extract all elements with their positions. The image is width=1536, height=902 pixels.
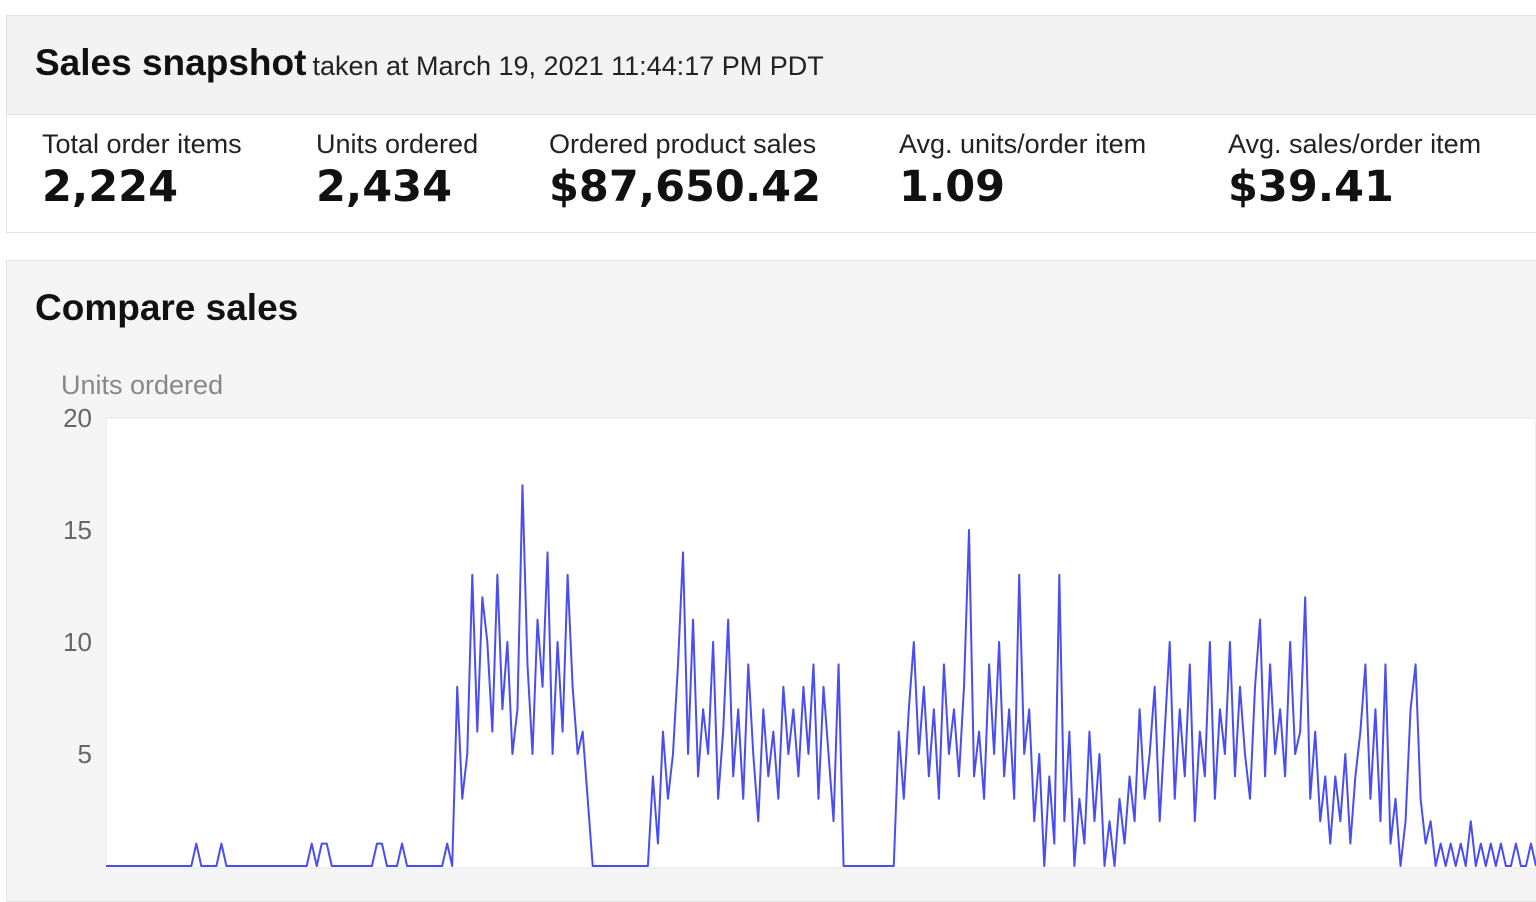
metric-label: Avg. sales/order item — [1228, 129, 1482, 159]
line-series — [106, 484, 1536, 867]
plot-area — [105, 417, 1536, 869]
page: Sales snapshot taken at March 19, 2021 11… — [6, 15, 1536, 902]
chart: Units ordered 5 10 15 20 — [61, 370, 1536, 869]
metric-value: 2,434 — [316, 162, 453, 212]
metric-value: $87,650.42 — [549, 162, 822, 212]
metric-label: Ordered product sales — [549, 129, 817, 159]
y-tick-label: 15 — [63, 515, 92, 545]
metric: Avg. sales/order item $39.41 — [1228, 129, 1481, 212]
title-text: Sales snapshot — [35, 42, 307, 83]
metric: Avg. units/order item 1.09 — [899, 129, 1146, 212]
chart-title: Compare sales — [35, 287, 299, 328]
y-tick-label: 20 — [63, 403, 92, 433]
metric-value: 2,224 — [42, 162, 179, 212]
metric: Units ordered 2,434 — [316, 129, 478, 212]
metric-value: $39.41 — [1228, 162, 1394, 212]
snapshot-title: Sales snapshot taken at March 19, 2021 11… — [35, 42, 824, 84]
y-axis-label: Units ordered — [61, 370, 223, 400]
metric: Ordered product sales $87,650.42 — [549, 129, 821, 212]
snapshot-subtitle: taken at March 19, 2021 11:44:17 PM PDT — [312, 51, 824, 81]
metric: Total order items 2,224 — [42, 129, 242, 212]
y-tick-label: 10 — [63, 627, 92, 657]
snapshot-header: Sales snapshot taken at March 19, 2021 11… — [7, 16, 1536, 115]
y-tick-label: 5 — [78, 739, 92, 769]
metrics-row: Total order items 2,224 Units ordered 2,434… — [7, 115, 1536, 232]
metric-value: 1.09 — [899, 162, 1006, 212]
metric-label: Total order items — [42, 129, 242, 159]
metric-label: Avg. units/order item — [899, 129, 1147, 159]
metric-label: Units ordered — [316, 129, 479, 159]
snapshot-panel: Sales snapshot taken at March 19, 2021 11… — [6, 15, 1536, 233]
